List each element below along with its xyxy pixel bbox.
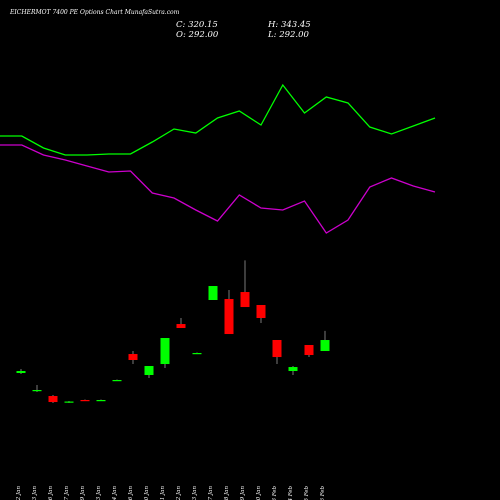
candle-body — [112, 380, 122, 382]
candle-body — [96, 400, 106, 402]
candle-body — [320, 340, 330, 352]
candle-body — [48, 396, 58, 403]
candle-body — [16, 371, 26, 374]
x-tick-label: 02 Jan — [16, 486, 22, 500]
chart-title: EICHERMOT 7400 PE Options Chart MunafaSu… — [9, 9, 180, 16]
indicator-line — [0, 144, 436, 234]
x-tick-label: 14 Jan — [112, 486, 118, 500]
x-tick-label: 20 Jan — [144, 486, 150, 500]
x-tick-label: 09 Jan — [80, 486, 86, 500]
x-tick-label: 07 Jan — [64, 486, 70, 500]
close-label: C: 320.15 — [176, 20, 218, 30]
candle-body — [144, 366, 154, 375]
candle-body — [240, 292, 250, 308]
x-tick-label: 06 Feb — [320, 486, 326, 500]
candle-body — [176, 324, 186, 329]
x-tick-label: 28 Jan — [224, 486, 230, 500]
candle-body — [224, 299, 234, 335]
candle-body — [304, 345, 314, 355]
candle-body — [192, 353, 202, 355]
low-label: L: 292.00 — [267, 30, 310, 40]
indicator-line — [0, 83, 436, 156]
high-label: H: 343.45 — [267, 20, 311, 30]
x-tick-label: 03 Jan — [32, 486, 38, 500]
candle-body — [64, 401, 74, 403]
candle-body — [288, 367, 298, 372]
candle-body — [128, 354, 138, 360]
x-tick-label: 03 Feb — [272, 486, 278, 500]
candle-body — [208, 286, 218, 300]
open-label: O: 292.00 — [176, 30, 219, 40]
x-tick-label: 06 Jan — [48, 486, 54, 500]
x-tick-label: 13 Jan — [96, 486, 102, 500]
x-tick-label: 22 Jan — [176, 486, 182, 500]
x-tick-label: 27 Jan — [208, 486, 214, 500]
candle-body — [256, 305, 266, 319]
x-tick-label: 23 Jan — [192, 486, 198, 500]
candle-body — [160, 338, 170, 365]
x-tick-label: 29 Jan — [240, 486, 246, 500]
x-tick-label: 30 Jan — [256, 486, 262, 500]
x-tick-label: 21 Jan — [160, 486, 166, 500]
x-tick-label: 05 Feb — [304, 486, 310, 500]
x-tick-label: 16 Jan — [128, 486, 134, 500]
candle-body — [32, 390, 42, 392]
candle-body — [272, 340, 282, 358]
candle-body — [80, 400, 90, 402]
x-tick-label: 04 Feb — [288, 486, 294, 500]
